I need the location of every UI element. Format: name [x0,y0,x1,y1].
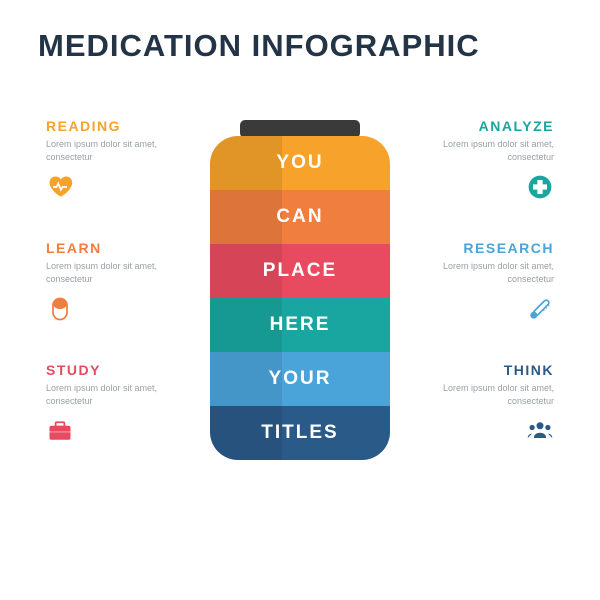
info-item-desc: Lorem ipsum dolor sit amet, consectetur [409,260,554,285]
info-item: ANALYZE Lorem ipsum dolor sit amet, conse… [409,118,554,240]
info-item-desc: Lorem ipsum dolor sit amet, consectetur [46,382,191,407]
info-item-title: STUDY [46,362,191,378]
jar-graphic: YOU CAN PLACE HERE YOUR TITLES [210,120,390,460]
info-item-desc: Lorem ipsum dolor sit amet, consectetur [409,382,554,407]
jar-stripe-label: HERE [270,314,331,335]
info-item: RESEARCH Lorem ipsum dolor sit amet, cons… [409,240,554,362]
jar-stripe: TITLES [210,406,390,460]
info-item-title: THINK [409,362,554,378]
jar-stripe: YOU [210,136,390,190]
page-title: MEDICATION INFOGRAPHIC [38,28,480,64]
info-item-title: RESEARCH [409,240,554,256]
info-item: LEARN Lorem ipsum dolor sit amet, consect… [46,240,191,362]
info-item-title: READING [46,118,191,134]
jar-body: YOU CAN PLACE HERE YOUR TITLES [210,136,390,460]
right-column: ANALYZE Lorem ipsum dolor sit amet, conse… [409,118,554,484]
jar-stripe: CAN [210,190,390,244]
pill-icon [46,295,74,323]
jar-stripe: HERE [210,298,390,352]
heart-pulse-icon [46,173,74,201]
jar-stripe-label: PLACE [263,260,337,281]
jar-stripe-label: YOU [276,152,323,173]
jar-stripe-label: CAN [276,206,323,227]
jar-stripe-label: YOUR [269,368,332,389]
plus-medical-icon [526,173,554,201]
info-item-title: LEARN [46,240,191,256]
thermometer-icon [526,295,554,323]
info-item-desc: Lorem ipsum dolor sit amet, consectetur [46,138,191,163]
briefcase-icon [46,417,74,445]
info-item-desc: Lorem ipsum dolor sit amet, consectetur [409,138,554,163]
info-item: THINK Lorem ipsum dolor sit amet, consect… [409,362,554,484]
jar-stripe: YOUR [210,352,390,406]
left-column: READING Lorem ipsum dolor sit amet, conse… [46,118,191,484]
jar-stripe-label: TITLES [261,422,338,443]
info-item: STUDY Lorem ipsum dolor sit amet, consect… [46,362,191,484]
info-item-desc: Lorem ipsum dolor sit amet, consectetur [46,260,191,285]
people-icon [526,417,554,445]
jar-stripe: PLACE [210,244,390,298]
info-item-title: ANALYZE [409,118,554,134]
info-item: READING Lorem ipsum dolor sit amet, conse… [46,118,191,240]
